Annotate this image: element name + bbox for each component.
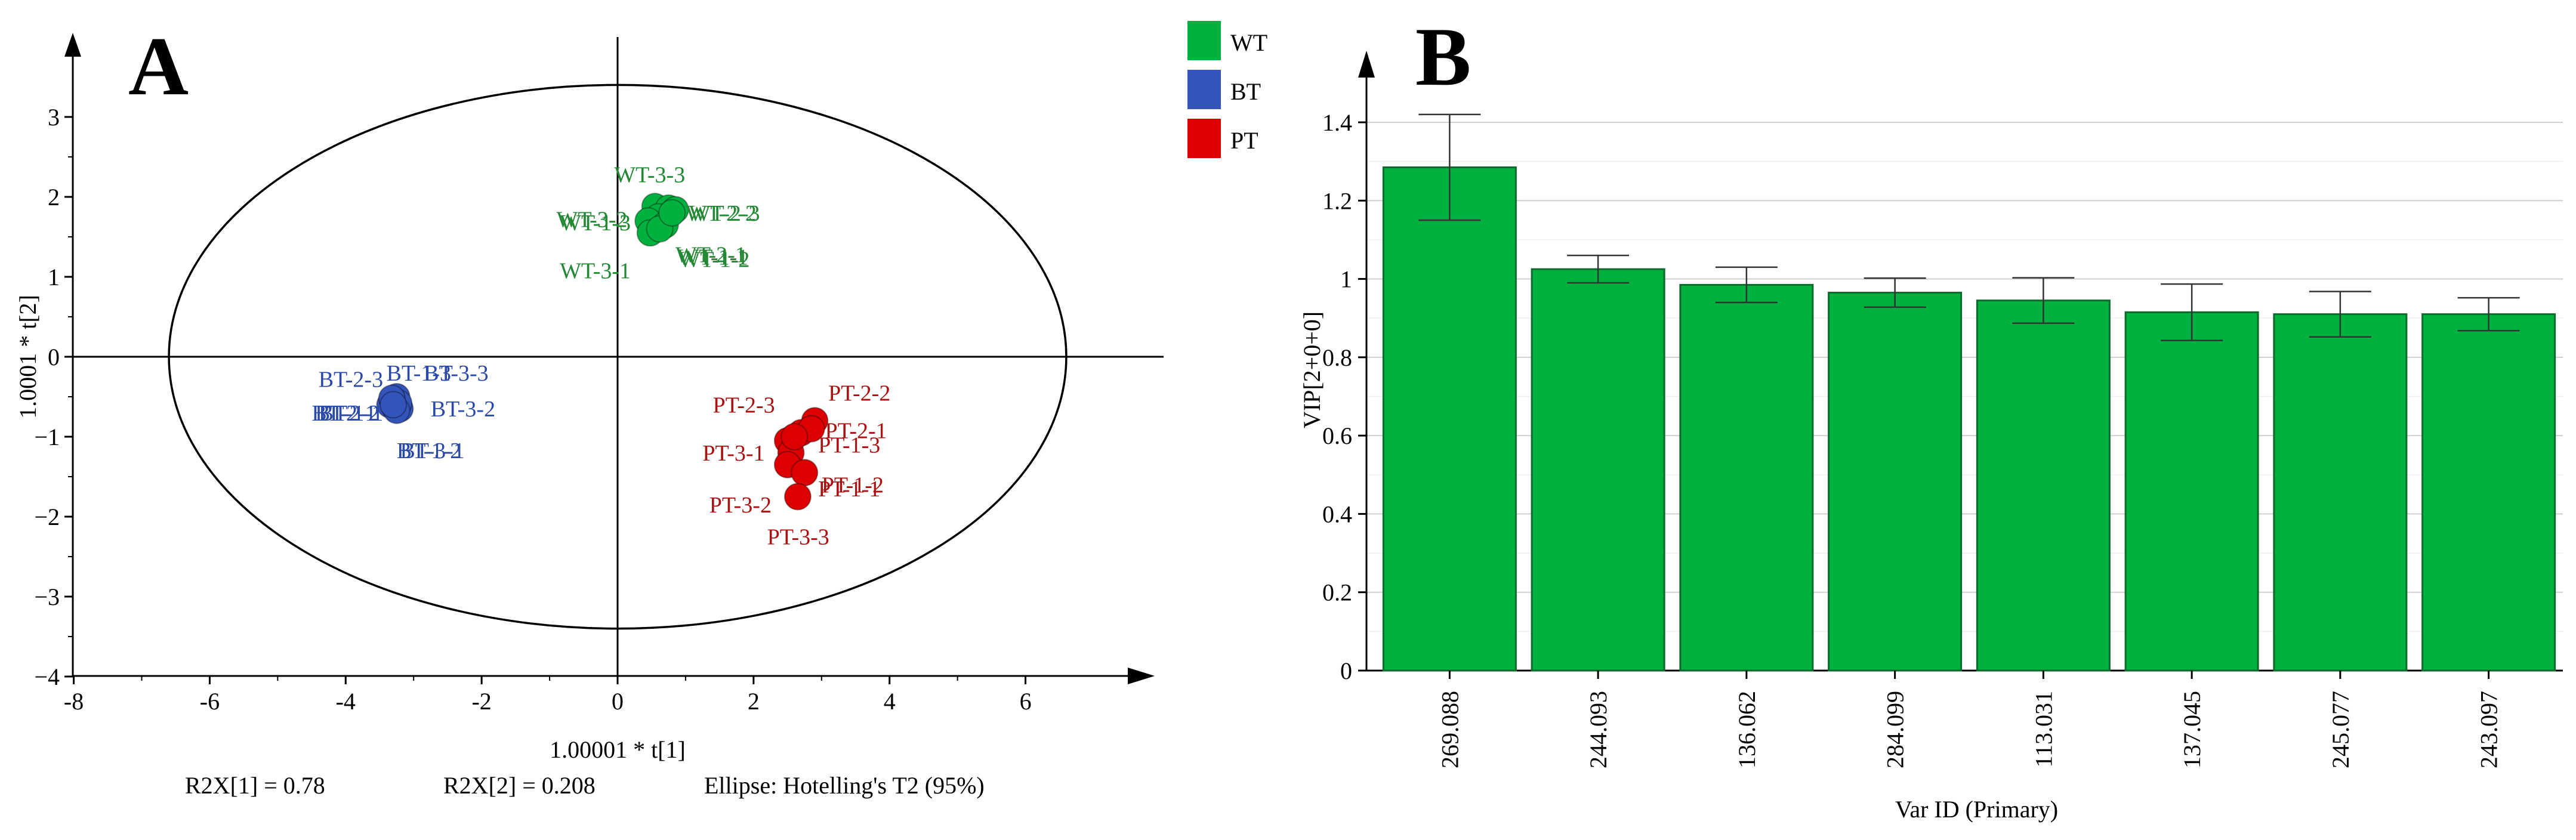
y-tick-label: 0.6	[1322, 422, 1352, 449]
x-tick-label: 2	[748, 688, 760, 715]
bar	[2124, 311, 2259, 672]
point-label: PT-1-3	[818, 433, 880, 458]
point-label: WT-1-2	[679, 248, 750, 273]
x-tick-label: -6	[200, 688, 220, 715]
y-tick-label: 1.4	[1322, 109, 1352, 136]
x-tick-label: -8	[64, 688, 84, 715]
legend-label-wt: WT	[1230, 29, 1267, 56]
legend-swatch-bt	[1187, 70, 1221, 109]
legend-label-bt: BT	[1230, 78, 1261, 105]
bar	[2421, 313, 2556, 672]
x-axis-title: 1.00001 * t[1]	[550, 736, 686, 763]
bar	[1382, 166, 1517, 672]
bar	[2273, 313, 2408, 672]
x-tick-label: 245.077	[2327, 691, 2354, 768]
y-tick-label: 0.4	[1322, 501, 1352, 527]
y-tick-label: 0	[1340, 657, 1352, 684]
data-point-pt	[780, 423, 809, 450]
y-tick-label: 3	[48, 104, 60, 131]
point-label: WT-3-2	[556, 208, 627, 233]
y-tick-label: −4	[34, 663, 60, 690]
bar	[1976, 299, 2111, 672]
data-point-wt	[658, 199, 686, 227]
y-tick-label: 1	[1340, 266, 1352, 293]
point-label: PT-2-3	[713, 393, 775, 418]
y-axis-arrow	[64, 33, 81, 57]
x-tick-label: 284.099	[1882, 691, 1909, 768]
y-tick-label: 1	[48, 264, 60, 291]
legend-swatch-wt	[1187, 21, 1221, 60]
x-tick-label: 243.097	[2476, 691, 2503, 768]
y-tick-label: −1	[34, 424, 60, 450]
y-tick-label: 0.2	[1322, 579, 1352, 606]
point-label: WT-1-3	[560, 211, 631, 236]
hotelling-ellipse	[168, 84, 1068, 630]
point-label: WT-2-2	[686, 201, 757, 226]
stats-text: Ellipse: Hotelling's T2 (95%)	[704, 772, 985, 799]
y-tick-label: 0.8	[1322, 344, 1352, 371]
bar	[1679, 283, 1814, 672]
x-tick-label: 136.062	[1733, 691, 1760, 768]
point-label: BT-3-2	[431, 397, 495, 422]
bar	[1828, 292, 1963, 672]
x-tick-label: 4	[884, 688, 896, 715]
x-axis-title: Var ID (Primary)	[1895, 796, 2058, 823]
panel-b-vip-bar-chart: B 0 0.2 0.4 0.6 0.8 1 1.2 1.4 269.088 244.093 136.…	[1298, 11, 2563, 823]
x-tick-label: 113.031	[2030, 691, 2057, 768]
point-label: PT-1-2	[822, 472, 884, 498]
y-axis-title: VIP[2+0+0]	[1298, 311, 1325, 428]
x-axis-arrow	[1128, 668, 1155, 684]
y-tick-label: −3	[34, 583, 60, 610]
panel-a-score-plot: A -8 -6 -4 -2 0 2 4 6 −4 −3 −2 −1 0 1 2 3 1.00001 * t[1]…	[14, 20, 1267, 799]
legend-label-pt: PT	[1230, 127, 1258, 154]
point-label: WT-2-1	[675, 242, 746, 267]
point-label: PT-2-2	[828, 381, 890, 406]
x-tick-label: -2	[471, 688, 491, 715]
point-label: WT-3-1	[560, 258, 631, 283]
point-label: PT-3-3	[767, 525, 829, 550]
point-label: BT-1-3	[387, 361, 451, 386]
y-tick-label: 1.2	[1322, 187, 1352, 214]
stats-text: R2X[2] = 0.208	[443, 772, 596, 799]
x-tick-label: 6	[1020, 688, 1032, 715]
point-label: BT-1-1	[319, 401, 383, 426]
y-tick-label: 0	[48, 344, 60, 370]
point-label: PT-2-1	[825, 418, 887, 443]
y-axis-arrow	[1358, 51, 1375, 78]
point-label: BT-2-3	[319, 368, 383, 393]
point-label: PT-3-1	[702, 441, 764, 466]
x-tick-label: 0	[612, 688, 624, 715]
x-tick-label: 137.045	[2179, 691, 2205, 768]
point-label: WT-2-3	[689, 201, 760, 226]
point-label: BT-2-2	[315, 401, 380, 426]
data-point-pt	[783, 483, 812, 511]
x-tick-label: 269.088	[1436, 691, 1463, 768]
point-label: PT-3-2	[709, 493, 772, 518]
point-label: BT-1-2	[397, 438, 461, 464]
bar	[1531, 268, 1665, 672]
point-label: BT-3-3	[424, 361, 488, 386]
stats-text: R2X[1] = 0.78	[185, 772, 325, 799]
data-point-pt	[791, 459, 819, 487]
x-tick-label: 244.093	[1585, 691, 1612, 768]
y-tick-label: 2	[48, 184, 60, 211]
x-tick-label: -4	[336, 688, 356, 715]
panel-b-letter: B	[1415, 11, 1471, 103]
y-axis-title: 1.0001 * t[2]	[14, 295, 41, 419]
point-label: BT-2-1	[311, 401, 376, 426]
point-label: WT-3-3	[614, 162, 685, 187]
data-point-bt	[380, 391, 408, 419]
point-label: PT-1-1	[818, 477, 880, 502]
legend-swatch-pt	[1187, 119, 1221, 158]
point-label: WT-1-1	[677, 245, 748, 270]
panel-a-letter: A	[128, 20, 189, 113]
point-label: BT-3-1	[400, 438, 464, 464]
y-tick-label: −2	[34, 504, 60, 530]
